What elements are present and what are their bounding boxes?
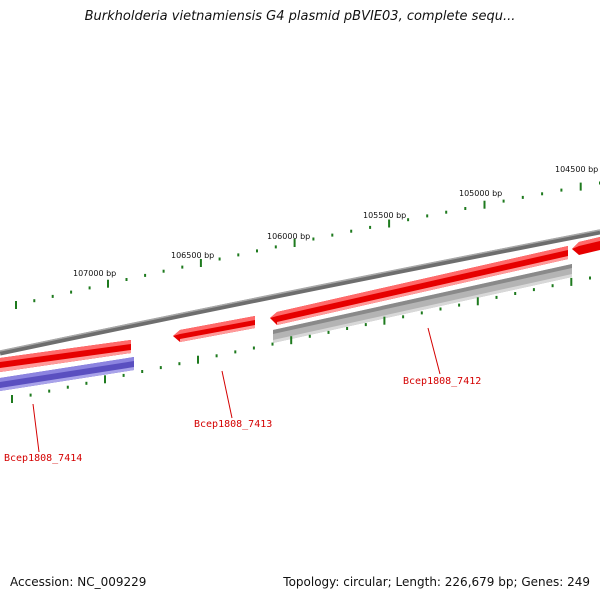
outer-tick-ring [15, 181, 600, 309]
gene-label-bcep1808-7414[interactable]: Bcep1808_7414 [4, 453, 82, 464]
leader-lines [32, 327, 441, 453]
gene-labels: Bcep1808_7414 Bcep1808_7413 Bcep1808_741… [4, 376, 481, 464]
scale-label-107000: 107000 bp [73, 269, 116, 278]
leader-line-7413 [221, 370, 233, 419]
leader-line-7412 [427, 327, 441, 375]
scale-label-106500: 106500 bp [171, 251, 214, 260]
forward-genes [0, 237, 600, 372]
gene-bcep1808-7413[interactable] [173, 316, 255, 342]
gene-next-forward[interactable] [572, 237, 600, 255]
scale-labels: 107000 bp 106500 bp 106000 bp 105500 bp … [73, 165, 598, 278]
gene-bcep1808-7412[interactable] [270, 246, 568, 325]
gene-label-bcep1808-7412[interactable]: Bcep1808_7412 [403, 376, 481, 387]
backbone [0, 229, 600, 356]
inner-tick-ring [11, 276, 591, 403]
scale-label-105500: 105500 bp [363, 211, 406, 220]
second-track-genes [0, 264, 572, 391]
gene-bcep1808-7414-blue[interactable] [0, 357, 134, 391]
accession-text: Accession: NC_009229 [10, 575, 147, 589]
map-title: Burkholderia vietnamiensis G4 plasmid pB… [84, 9, 516, 24]
gene-bcep1808-7412-gray[interactable] [273, 264, 572, 343]
leader-line-7414 [32, 403, 40, 453]
summary-text: Topology: circular; Length: 226,679 bp; … [283, 575, 590, 589]
scale-label-105000: 105000 bp [459, 189, 502, 198]
gene-label-bcep1808-7413[interactable]: Bcep1808_7413 [194, 419, 272, 430]
gene-bcep1808-7414-forward[interactable] [0, 340, 131, 372]
scale-label-106000: 106000 bp [267, 232, 310, 241]
scale-label-104500: 104500 bp [555, 165, 598, 174]
